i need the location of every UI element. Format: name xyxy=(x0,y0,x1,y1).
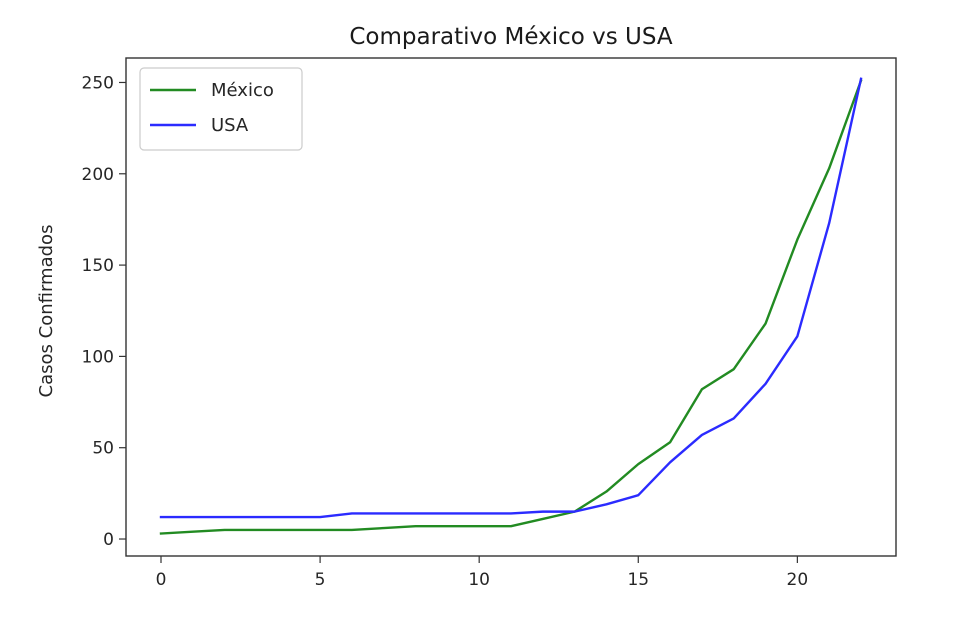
chart-title: Comparativo México vs USA xyxy=(349,24,673,50)
plot-frame xyxy=(125,57,897,557)
plot-area xyxy=(159,77,863,535)
legend: México USA xyxy=(139,67,303,151)
legend-box xyxy=(139,67,303,151)
y-tick-label: 200 xyxy=(82,165,114,185)
x-tick-label: 5 xyxy=(315,570,326,590)
series-line-usa xyxy=(159,77,863,519)
y-tick-label: 250 xyxy=(82,73,114,93)
legend-label: USA xyxy=(211,115,249,136)
y-tick-label: 150 xyxy=(82,256,114,276)
x-tick-label: 15 xyxy=(627,570,649,590)
x-tick-label: 10 xyxy=(468,570,490,590)
series-line-mexico xyxy=(159,79,863,535)
y-axis-label: Casos Confirmados xyxy=(36,225,57,398)
y-tick-label: 100 xyxy=(82,347,114,367)
y-tick-label: 0 xyxy=(103,530,114,550)
legend-label: México xyxy=(211,80,274,101)
x-tick-label: 20 xyxy=(787,570,809,590)
y-tick-label: 50 xyxy=(92,439,114,459)
x-tick-label: 0 xyxy=(156,570,167,590)
